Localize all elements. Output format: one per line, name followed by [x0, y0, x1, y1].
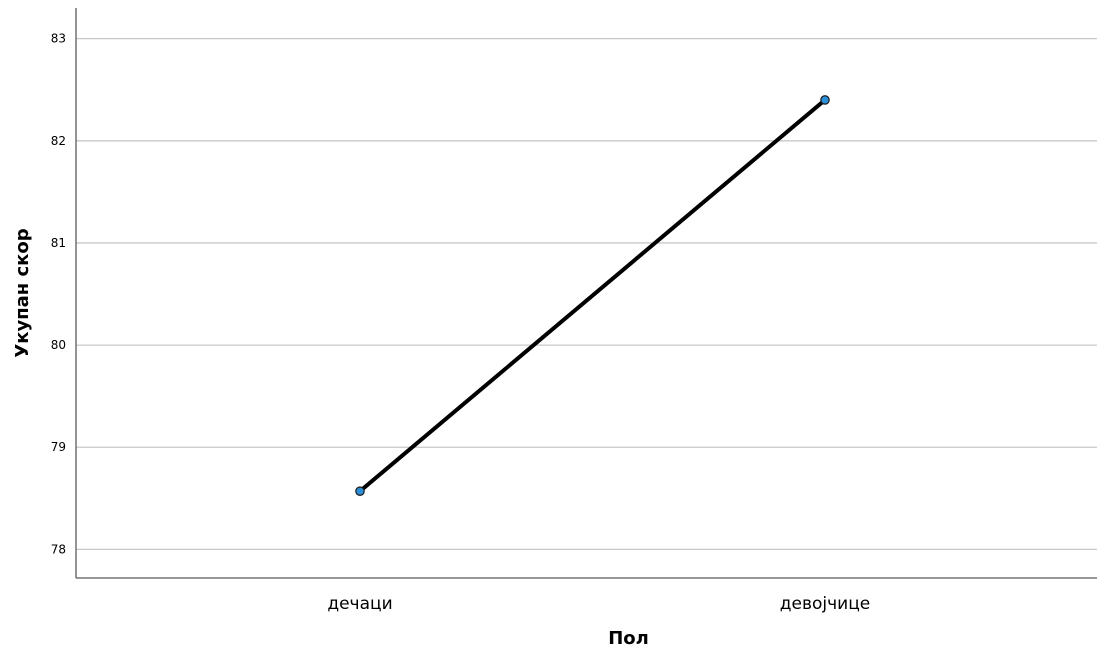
- y-gridlines: [76, 37, 1097, 551]
- x-tick-label: девојчице: [780, 594, 870, 614]
- y-tick-label: 78: [51, 542, 66, 556]
- series-group: [355, 95, 830, 496]
- y-tick-label: 80: [51, 338, 66, 352]
- x-tick-label: дечаци: [327, 594, 392, 614]
- y-axis-title: Укупан скор: [12, 228, 33, 357]
- y-tick-label: 83: [51, 32, 66, 46]
- y-tick-label: 82: [51, 134, 66, 148]
- x-axis-title: Пол: [608, 628, 649, 649]
- data-point: [355, 486, 365, 496]
- data-point: [820, 95, 830, 105]
- y-tick-labels: 78 79 80 81 82 83: [51, 32, 66, 557]
- y-tick-label: 81: [51, 236, 66, 250]
- x-tick-labels: дечаци девојчице: [327, 594, 870, 614]
- y-tick-label: 79: [51, 440, 66, 454]
- series-line: [358, 97, 827, 494]
